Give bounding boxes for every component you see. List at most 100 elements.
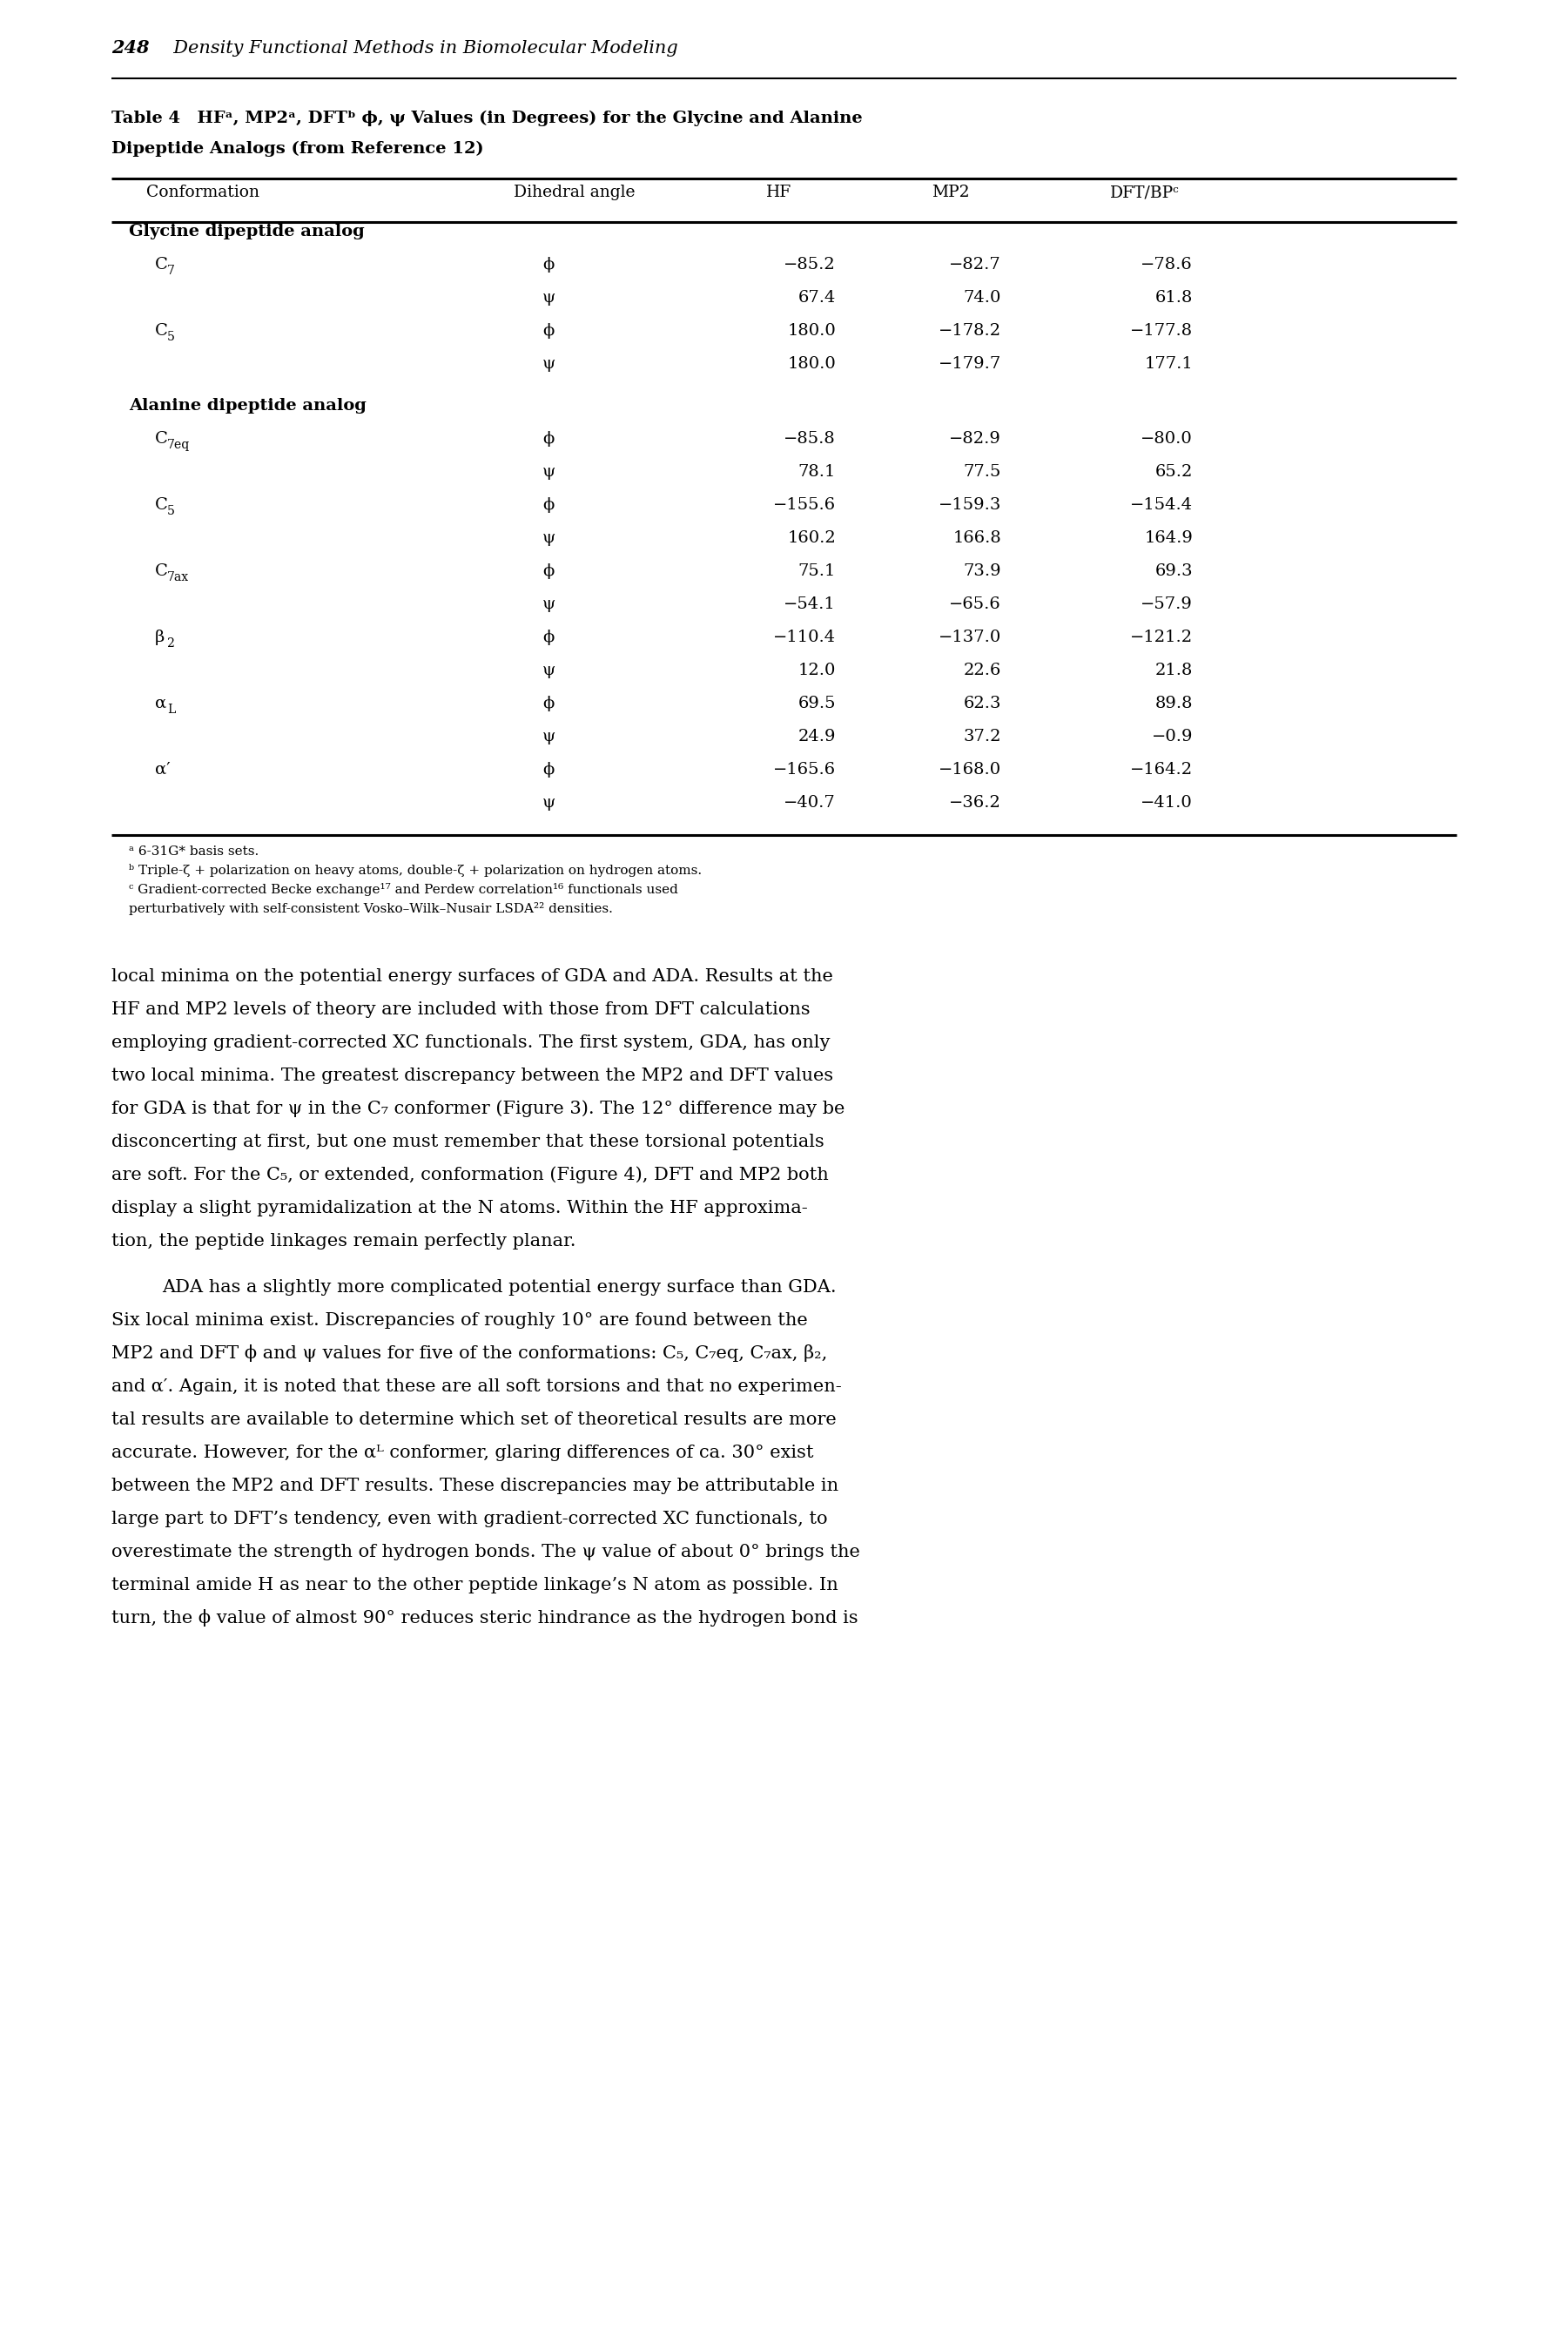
Text: ϕ: ϕ xyxy=(543,256,554,273)
Text: −40.7: −40.7 xyxy=(784,795,836,811)
Text: MP2 and DFT ϕ and ψ values for five of the conformations: C₅, C₇eq, C₇ax, β₂,: MP2 and DFT ϕ and ψ values for five of t… xyxy=(111,1345,828,1361)
Text: Dipeptide Analogs (from Reference 12): Dipeptide Analogs (from Reference 12) xyxy=(111,141,485,158)
Text: 65.2: 65.2 xyxy=(1156,463,1193,480)
Text: ψ: ψ xyxy=(543,729,555,745)
Text: ψ: ψ xyxy=(543,463,555,480)
Text: ᵇ Triple-ζ + polarization on heavy atoms, double-ζ + polarization on hydrogen at: ᵇ Triple-ζ + polarization on heavy atoms… xyxy=(129,863,702,877)
Text: α: α xyxy=(155,696,166,712)
Text: between the MP2 and DFT results. These discrepancies may be attributable in: between the MP2 and DFT results. These d… xyxy=(111,1479,839,1495)
Text: DFT/BPᶜ: DFT/BPᶜ xyxy=(1110,186,1179,200)
Text: ψ: ψ xyxy=(543,289,555,306)
Text: are soft. For the C₅, or extended, conformation (Figure 4), DFT and MP2 both: are soft. For the C₅, or extended, confo… xyxy=(111,1166,828,1183)
Text: α′: α′ xyxy=(155,762,171,778)
Text: 61.8: 61.8 xyxy=(1156,289,1193,306)
Text: 21.8: 21.8 xyxy=(1156,663,1193,679)
Text: −36.2: −36.2 xyxy=(949,795,1002,811)
Text: 22.6: 22.6 xyxy=(963,663,1002,679)
Text: 2: 2 xyxy=(168,637,176,649)
Text: −165.6: −165.6 xyxy=(773,762,836,778)
Text: HFᵃ, MP2ᵃ, DFTᵇ ϕ, ψ Values (in Degrees) for the Glycine and Alanine: HFᵃ, MP2ᵃ, DFTᵇ ϕ, ψ Values (in Degrees)… xyxy=(185,110,862,127)
Text: MP2: MP2 xyxy=(931,186,969,200)
Text: 180.0: 180.0 xyxy=(787,355,836,371)
Text: −57.9: −57.9 xyxy=(1140,597,1193,611)
Text: −155.6: −155.6 xyxy=(773,496,836,513)
Text: ψ: ψ xyxy=(543,795,555,811)
Text: Conformation: Conformation xyxy=(146,186,259,200)
Text: Dihedral angle: Dihedral angle xyxy=(514,186,635,200)
Text: −154.4: −154.4 xyxy=(1131,496,1193,513)
Text: ϕ: ϕ xyxy=(543,696,554,712)
Text: ϕ: ϕ xyxy=(543,430,554,447)
Text: −168.0: −168.0 xyxy=(938,762,1002,778)
Text: 5: 5 xyxy=(168,331,176,343)
Text: −82.9: −82.9 xyxy=(949,430,1002,447)
Text: C: C xyxy=(155,430,168,447)
Text: −137.0: −137.0 xyxy=(938,630,1002,644)
Text: −177.8: −177.8 xyxy=(1131,322,1193,339)
Text: ψ: ψ xyxy=(543,531,555,545)
Text: for GDA is that for ψ in the C₇ conformer (Figure 3). The 12° difference may be: for GDA is that for ψ in the C₇ conforme… xyxy=(111,1100,845,1117)
Text: −178.2: −178.2 xyxy=(938,322,1002,339)
Text: HF and MP2 levels of theory are included with those from DFT calculations: HF and MP2 levels of theory are included… xyxy=(111,1002,811,1018)
Text: 74.0: 74.0 xyxy=(963,289,1002,306)
Text: large part to DFT’s tendency, even with gradient-corrected XC functionals, to: large part to DFT’s tendency, even with … xyxy=(111,1512,828,1528)
Text: C: C xyxy=(155,496,168,513)
Text: tal results are available to determine which set of theoretical results are more: tal results are available to determine w… xyxy=(111,1411,836,1427)
Text: −85.2: −85.2 xyxy=(784,256,836,273)
Text: −121.2: −121.2 xyxy=(1131,630,1193,644)
Text: accurate. However, for the αᴸ conformer, glaring differences of ca. 30° exist: accurate. However, for the αᴸ conformer,… xyxy=(111,1446,814,1462)
Text: C: C xyxy=(155,256,168,273)
Text: ϕ: ϕ xyxy=(543,322,554,339)
Text: C: C xyxy=(155,322,168,339)
Text: 160.2: 160.2 xyxy=(787,531,836,545)
Text: 77.5: 77.5 xyxy=(963,463,1002,480)
Text: −85.8: −85.8 xyxy=(784,430,836,447)
Text: ADA has a slightly more complicated potential energy surface than GDA.: ADA has a slightly more complicated pote… xyxy=(162,1279,836,1295)
Text: disconcerting at first, but one must remember that these torsional potentials: disconcerting at first, but one must rem… xyxy=(111,1133,825,1150)
Text: 7eq: 7eq xyxy=(168,440,190,451)
Text: 67.4: 67.4 xyxy=(798,289,836,306)
Text: ϕ: ϕ xyxy=(543,496,554,513)
Text: employing gradient-corrected XC functionals. The first system, GDA, has only: employing gradient-corrected XC function… xyxy=(111,1034,829,1051)
Text: Glycine dipeptide analog: Glycine dipeptide analog xyxy=(129,223,365,240)
Text: 69.3: 69.3 xyxy=(1154,564,1193,578)
Text: −41.0: −41.0 xyxy=(1142,795,1193,811)
Text: C: C xyxy=(155,564,168,578)
Text: ᵃ 6-31G* basis sets.: ᵃ 6-31G* basis sets. xyxy=(129,846,259,858)
Text: ϕ: ϕ xyxy=(543,762,554,778)
Text: turn, the ϕ value of almost 90° reduces steric hindrance as the hydrogen bond is: turn, the ϕ value of almost 90° reduces … xyxy=(111,1610,858,1627)
Text: Six local minima exist. Discrepancies of roughly 10° are found between the: Six local minima exist. Discrepancies of… xyxy=(111,1312,808,1328)
Text: 5: 5 xyxy=(168,505,176,517)
Text: Table 4: Table 4 xyxy=(111,110,180,127)
Text: 166.8: 166.8 xyxy=(953,531,1002,545)
Text: terminal amide H as near to the other peptide linkage’s N atom as possible. In: terminal amide H as near to the other pe… xyxy=(111,1578,839,1594)
Text: 62.3: 62.3 xyxy=(963,696,1002,712)
Text: perturbatively with self-consistent Vosko–Wilk–Nusair LSDA²² densities.: perturbatively with self-consistent Vosk… xyxy=(129,903,613,915)
Text: 37.2: 37.2 xyxy=(963,729,1002,745)
Text: ϕ: ϕ xyxy=(543,630,554,644)
Text: HF: HF xyxy=(767,186,792,200)
Text: 78.1: 78.1 xyxy=(798,463,836,480)
Text: Alanine dipeptide analog: Alanine dipeptide analog xyxy=(129,397,367,414)
Text: −179.7: −179.7 xyxy=(938,355,1002,371)
Text: 12.0: 12.0 xyxy=(798,663,836,679)
Text: −54.1: −54.1 xyxy=(784,597,836,611)
Text: 69.5: 69.5 xyxy=(798,696,836,712)
Text: overestimate the strength of hydrogen bonds. The ψ value of about 0° brings the: overestimate the strength of hydrogen bo… xyxy=(111,1545,861,1561)
Text: two local minima. The greatest discrepancy between the MP2 and DFT values: two local minima. The greatest discrepan… xyxy=(111,1067,833,1084)
Text: −159.3: −159.3 xyxy=(938,496,1002,513)
Text: −65.6: −65.6 xyxy=(949,597,1002,611)
Text: −82.7: −82.7 xyxy=(949,256,1002,273)
Text: ϕ: ϕ xyxy=(543,564,554,578)
Text: −110.4: −110.4 xyxy=(773,630,836,644)
Text: 89.8: 89.8 xyxy=(1156,696,1193,712)
Text: −164.2: −164.2 xyxy=(1131,762,1193,778)
Text: Density Functional Methods in Biomolecular Modeling: Density Functional Methods in Biomolecul… xyxy=(162,40,677,56)
Text: 180.0: 180.0 xyxy=(787,322,836,339)
Text: 24.9: 24.9 xyxy=(798,729,836,745)
Text: display a slight pyramidalization at the N atoms. Within the HF approxima-: display a slight pyramidalization at the… xyxy=(111,1199,808,1215)
Text: L: L xyxy=(168,703,176,715)
Text: ψ: ψ xyxy=(543,355,555,371)
Text: −0.9: −0.9 xyxy=(1151,729,1193,745)
Text: and α′. Again, it is noted that these are all soft torsions and that no experime: and α′. Again, it is noted that these ar… xyxy=(111,1378,842,1394)
